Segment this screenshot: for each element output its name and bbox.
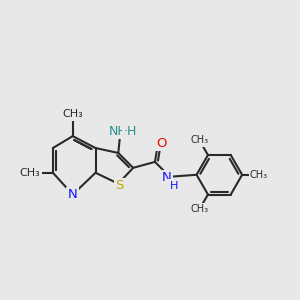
Text: CH₃: CH₃	[190, 135, 208, 146]
Text: CH₃: CH₃	[250, 170, 268, 180]
Text: CH₃: CH₃	[190, 204, 208, 214]
Text: S: S	[115, 179, 124, 192]
Text: ·H: ·H	[124, 125, 137, 138]
Text: CH₃: CH₃	[20, 168, 40, 178]
Text: O: O	[157, 136, 167, 150]
Text: H: H	[169, 181, 178, 191]
Text: CH₃: CH₃	[62, 109, 83, 119]
Text: N: N	[68, 188, 78, 201]
Text: N: N	[162, 171, 172, 184]
Text: NH: NH	[109, 125, 128, 138]
